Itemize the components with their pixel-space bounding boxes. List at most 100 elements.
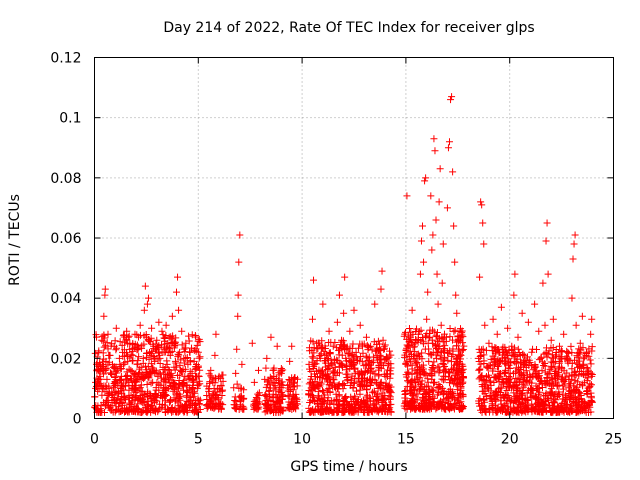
data-point xyxy=(571,377,579,385)
data-point xyxy=(334,385,342,393)
data-point xyxy=(348,350,356,358)
data-point xyxy=(444,356,452,364)
data-point xyxy=(168,404,176,411)
data-point xyxy=(434,348,442,356)
data-point xyxy=(292,390,300,398)
data-point xyxy=(549,408,557,416)
data-point xyxy=(420,387,428,395)
data-point xyxy=(562,375,570,383)
data-point xyxy=(138,342,146,350)
data-point xyxy=(534,390,542,398)
data-point xyxy=(545,369,553,377)
data-point xyxy=(439,240,447,248)
data-point xyxy=(335,351,343,359)
data-point xyxy=(183,387,191,395)
data-point xyxy=(319,300,327,308)
data-point xyxy=(192,347,200,355)
data-point xyxy=(178,327,186,335)
data-point xyxy=(138,387,146,395)
data-point xyxy=(255,366,263,374)
data-point xyxy=(433,344,441,352)
data-point xyxy=(192,372,200,380)
data-point xyxy=(104,396,112,404)
data-point xyxy=(455,404,463,412)
data-point xyxy=(211,351,219,359)
data-point xyxy=(180,354,188,362)
data-point xyxy=(132,381,140,389)
chart-title: Day 214 of 2022, Rate Of TEC Index for r… xyxy=(163,20,534,36)
data-point xyxy=(377,285,385,293)
data-point xyxy=(136,321,144,329)
data-point xyxy=(254,390,262,398)
data-point xyxy=(558,363,566,371)
data-point xyxy=(128,368,136,376)
data-point xyxy=(519,371,527,379)
data-point xyxy=(182,392,190,400)
data-point xyxy=(508,342,516,350)
data-point xyxy=(543,406,551,414)
data-point xyxy=(208,402,216,410)
data-point xyxy=(308,315,316,323)
data-point xyxy=(480,240,488,248)
data-point xyxy=(569,407,577,415)
data-point xyxy=(430,358,438,366)
data-point xyxy=(403,192,411,200)
data-point xyxy=(533,385,541,393)
y-tick-label: 0.12 xyxy=(50,51,81,67)
data-point xyxy=(442,333,450,341)
data-point xyxy=(272,393,280,401)
data-point xyxy=(356,321,364,329)
data-point xyxy=(488,343,496,351)
data-point xyxy=(402,346,410,354)
data-point xyxy=(451,395,459,403)
data-point xyxy=(174,273,182,281)
data-point xyxy=(580,398,588,406)
x-tick-label: 25 xyxy=(605,432,623,448)
data-point xyxy=(214,395,222,403)
data-point xyxy=(142,353,150,361)
data-point xyxy=(161,401,169,409)
data-point xyxy=(266,392,274,400)
data-point xyxy=(188,369,196,377)
data-point xyxy=(583,390,591,398)
data-point xyxy=(383,354,391,362)
data-point xyxy=(382,408,390,416)
data-point xyxy=(219,386,227,394)
data-point xyxy=(570,240,578,248)
data-point xyxy=(425,396,433,404)
data-point xyxy=(541,321,549,329)
x-tick-label: 20 xyxy=(501,432,519,448)
data-point xyxy=(476,273,484,281)
data-point xyxy=(266,373,274,381)
data-point xyxy=(188,344,196,352)
data-point xyxy=(369,375,377,383)
data-point xyxy=(162,321,170,329)
data-point xyxy=(150,342,158,350)
data-point xyxy=(378,267,386,275)
data-point xyxy=(95,348,103,356)
data-point xyxy=(196,353,204,361)
data-point xyxy=(500,401,508,409)
data-point xyxy=(99,337,107,345)
data-point xyxy=(349,404,357,412)
data-point xyxy=(177,366,185,374)
data-point xyxy=(161,337,169,345)
data-point xyxy=(435,369,443,377)
data-point xyxy=(427,401,435,409)
data-point xyxy=(130,369,138,377)
data-point xyxy=(518,309,526,317)
data-point xyxy=(218,391,226,399)
data-point xyxy=(191,389,199,397)
data-point xyxy=(325,364,333,372)
data-point xyxy=(277,369,285,377)
data-point xyxy=(230,384,238,392)
data-point xyxy=(482,346,490,354)
data-point xyxy=(168,312,176,320)
data-point xyxy=(113,366,121,374)
data-point xyxy=(194,337,202,345)
data-point xyxy=(507,396,515,404)
data-point xyxy=(166,371,174,379)
data-point xyxy=(538,366,546,374)
data-point xyxy=(509,370,517,378)
